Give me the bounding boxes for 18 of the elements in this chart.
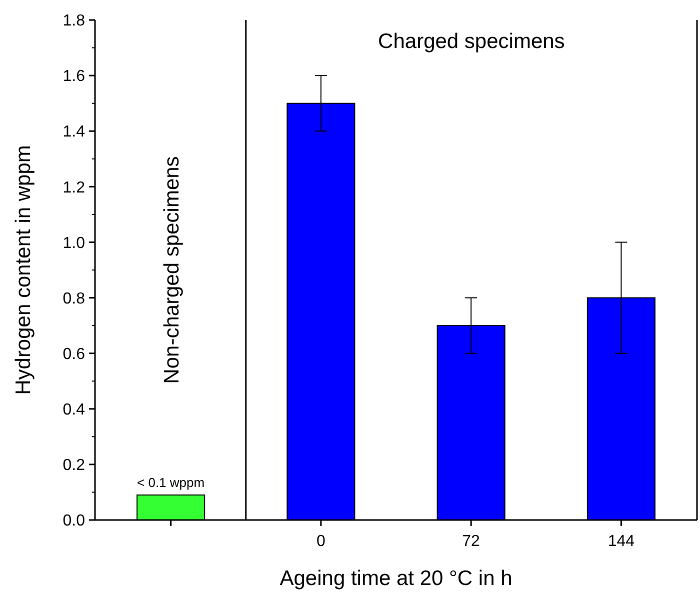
y-tick-label: 1.2 [62,179,86,196]
x-axis-title: Ageing time at 20 °C in h [280,567,512,590]
x-tick-label: 0 [316,533,326,550]
annotation: Non-charged specimens [160,156,184,384]
y-tick-label: 1.6 [62,68,86,86]
y-tick-label: 0.2 [62,457,86,474]
data-label: < 0.1 wppm [137,475,205,490]
y-tick-label: 0.8 [62,290,86,308]
y-tick-label: 1.4 [62,124,86,141]
annotation: Charged specimens [378,30,565,53]
y-tick-label: 1.8 [62,12,86,30]
x-tick-label: 72 [462,533,480,550]
y-axis-title: Hydrogen content in wppm [12,145,35,395]
y-tick-label: 0.6 [62,346,86,363]
y-tick-label: 0.4 [62,401,86,418]
y-tick-label: 0.0 [62,512,86,530]
y-tick-label: 1.0 [62,234,86,252]
x-tick-label: 144 [608,533,635,550]
